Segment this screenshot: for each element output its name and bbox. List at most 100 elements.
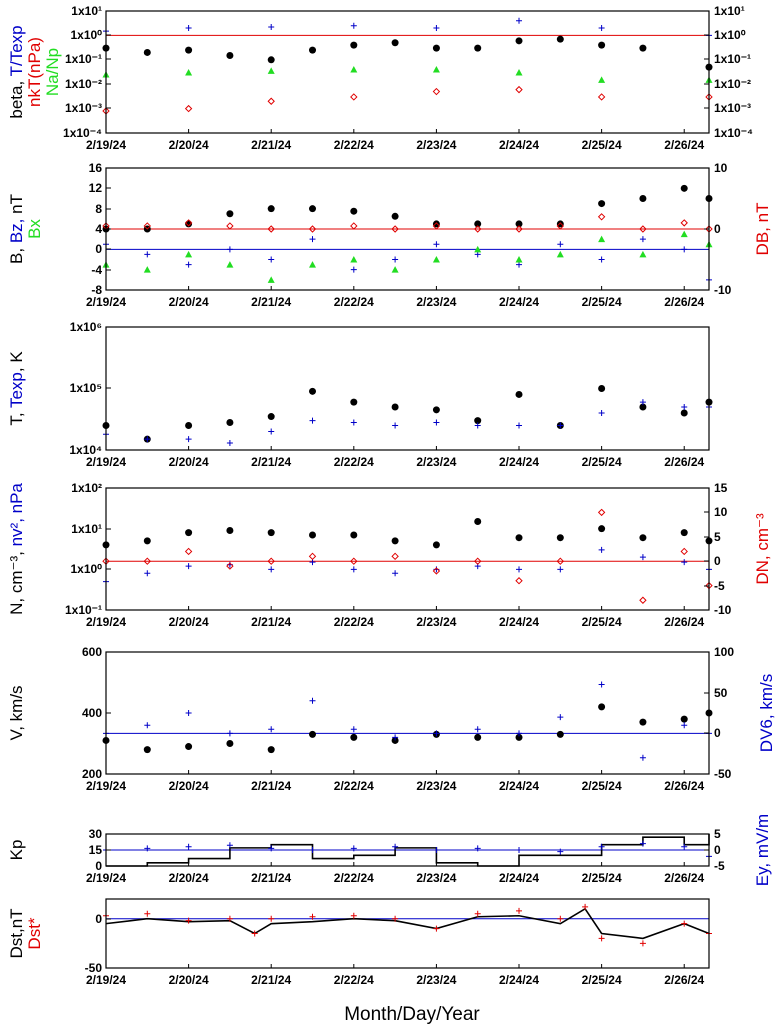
panel-7-y-axis-title: Dst,nT <box>7 908 26 958</box>
data-point-p3-dot-7 <box>391 403 399 411</box>
panel-1-x-tick-label-6: 2/25/24 <box>582 138 622 152</box>
panel-6-y-axis-title-part-0: Kp <box>7 840 26 861</box>
panel-6-y-axis-title: Kp <box>7 840 26 861</box>
data-point-p3-dot-13 <box>639 403 647 411</box>
panel-1-left-tick-label-4: 1x10⁻³ <box>65 101 102 115</box>
data-point-p3-dot-14 <box>680 409 688 417</box>
panel-1-y-axis-title-extra-part-0: nkT(nPa) <box>25 37 44 107</box>
data-point-p3-plus-11 <box>557 422 564 429</box>
data-point-p7-plus-5 <box>268 915 275 922</box>
data-point-p5-dot-1 <box>143 746 151 754</box>
data-point-p7-plus-16 <box>681 920 688 927</box>
panel-3-x-tick-label-3: 2/22/24 <box>334 455 374 469</box>
panel-1-right-tick-label-4: 1x10⁻³ <box>714 101 751 115</box>
data-point-p7-plus-6 <box>309 913 316 920</box>
panel-5-right-tick-label-2: 0 <box>714 726 721 740</box>
panel-6-right-tick-label-0: 5 <box>714 827 721 841</box>
data-point-p1-diamond-1 <box>184 104 193 113</box>
panel-3-x-tick-label-0: 2/19/24 <box>86 455 126 469</box>
panel-5-right-axis-label: DV6, km/s <box>757 674 776 752</box>
panel-6-x-tick-label-0: 2/19/24 <box>86 871 126 885</box>
data-point-p4-dot-7 <box>391 537 399 545</box>
data-point-p5-dot-6 <box>350 733 358 741</box>
panel-1-y-axis-label-extra-1: Na/Np <box>43 48 62 96</box>
data-point-p3-plus-9 <box>474 422 481 429</box>
data-point-p2-triangle-10 <box>515 256 523 263</box>
panel-7-y-axis-title-extra-part-0: Dst* <box>25 917 44 950</box>
data-point-p1-plus-5 <box>516 17 523 24</box>
panel-2-right-axis-label: DB, nT <box>753 203 772 256</box>
data-point-p4-diamond-8 <box>432 567 441 575</box>
data-point-p5-dot-2 <box>185 743 193 751</box>
panel-7-y-axis-title-extra-0: Dst* <box>25 917 44 950</box>
panel-4-x-tick-label-2: 2/21/24 <box>251 615 291 629</box>
panel-3-y-axis-label: T, Texp, K <box>7 351 26 426</box>
data-point-p7-plus-3 <box>226 915 233 922</box>
data-point-p2-dot-12 <box>598 200 606 208</box>
panel-5-y-axis-title: V, km/s <box>7 685 26 740</box>
data-point-p1-triangle-5 <box>515 69 523 76</box>
panel-2-right-tick-label-0: 10 <box>714 161 728 175</box>
data-point-p5-dot-7 <box>391 736 399 744</box>
data-point-p2-triangle-4 <box>267 276 275 283</box>
data-point-p4-diamond-3 <box>226 562 234 570</box>
data-point-p2-dot-11 <box>556 220 564 228</box>
data-point-p2-diamond-14 <box>680 219 688 227</box>
data-point-p1-plus-6 <box>598 25 605 32</box>
data-point-p4-diamond-2 <box>184 547 193 556</box>
panel-6-y-axis-label: Kp <box>7 840 26 861</box>
panel-5-left-tick-label-2: 200 <box>82 767 102 781</box>
panel-2-y-axis-label: B, Bz, nT <box>7 194 26 264</box>
panel-2-y-axis-label-extra-0: Bx <box>25 219 44 239</box>
panel-5-right-tick-label-1: 50 <box>714 686 728 700</box>
data-point-p1-plus-3 <box>350 22 357 29</box>
panel-4-right-tick-label-4: -5 <box>714 579 725 593</box>
data-point-p6-plus-3 <box>226 842 233 849</box>
data-point-p4-dot-4 <box>267 529 275 537</box>
data-point-p4-diamond-12 <box>597 508 606 517</box>
data-point-p1-dot-2 <box>185 46 193 54</box>
panel-7-x-tick-label-1: 2/20/24 <box>169 973 209 987</box>
panel-7-x-tick-label-7: 2/26/24 <box>664 973 704 987</box>
data-point-p3-plus-10 <box>516 422 523 429</box>
data-point-p5-plus-3 <box>226 730 233 737</box>
panel-5-x-tick-label-7: 2/26/24 <box>664 779 704 793</box>
panel-3-x-tick-label-6: 2/25/24 <box>582 455 622 469</box>
data-point-p7-plus-8 <box>392 915 399 922</box>
panel-4-x-tick-label-3: 2/22/24 <box>334 615 374 629</box>
data-point-p5-dot-4 <box>267 746 275 754</box>
data-point-p2-triangle-7 <box>391 266 399 273</box>
data-point-p2-triangle-9 <box>474 245 482 253</box>
data-point-p7-plus-11 <box>516 907 523 914</box>
data-point-p2-plus-11 <box>557 241 564 248</box>
data-point-p2-triangle-2 <box>185 250 193 258</box>
data-point-p2-dot-3 <box>226 210 234 218</box>
panel-1-x-tick-label-1: 2/20/24 <box>169 138 209 152</box>
panel-7-x-tick-label-0: 2/19/24 <box>86 973 126 987</box>
data-point-p1-dot-7 <box>391 39 399 47</box>
panel-5-right-tick-label-3: -50 <box>714 767 732 781</box>
panel-7-x-tick-label-3: 2/22/24 <box>334 973 374 987</box>
data-point-p3-dot-5 <box>309 387 317 395</box>
data-point-p4-dot-5 <box>309 531 317 539</box>
panel-2-y-axis-title: B, Bz, nT <box>7 194 26 264</box>
data-point-p5-plus-9 <box>474 726 481 733</box>
data-point-p1-triangle-2 <box>267 67 275 74</box>
panel-3-y-axis-title: T, Texp, K <box>7 351 26 426</box>
panel-2-left-tick-label-4: 0 <box>95 242 102 256</box>
panel-1-left-tick-label-1: 1x10⁰ <box>70 28 102 42</box>
panel-1-right-tick-label-1: 1x10⁰ <box>714 28 746 42</box>
panel-4-left-tick-label-3: 1x10⁻¹ <box>65 603 102 617</box>
panel-4-right-tick-label-2: 5 <box>714 530 721 544</box>
panel-7-y-axis-label-extra-0: Dst* <box>25 917 44 950</box>
panel-1-right-tick-label-3: 1x10⁻² <box>714 77 751 91</box>
panel-5-x-tick-label-4: 2/23/24 <box>416 779 456 793</box>
data-point-p5-dot-14 <box>680 715 688 723</box>
data-point-p5-dot-11 <box>556 730 564 738</box>
panel-2-y-axis-title-part-1: Bz, <box>7 214 26 243</box>
panel-6-right-tick-label-2: -5 <box>714 859 725 873</box>
panel-2-left-tick-label-5: -4 <box>91 263 102 277</box>
data-point-p2-diamond-5 <box>308 225 317 233</box>
data-point-p5-plus-1 <box>144 722 151 729</box>
